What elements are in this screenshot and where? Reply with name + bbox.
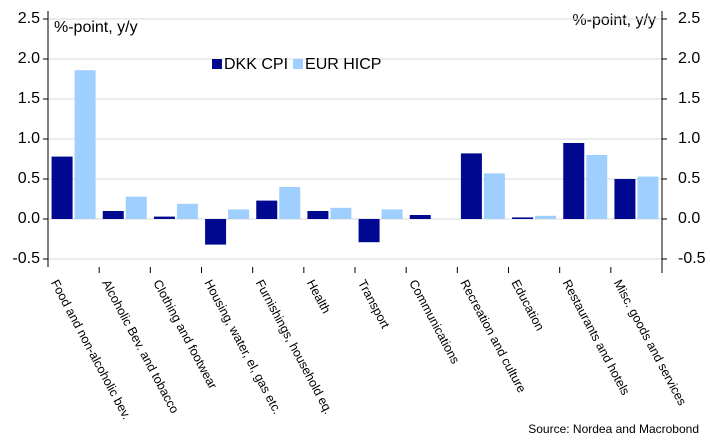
bar <box>358 219 380 243</box>
y-tick-label: 2.5 <box>18 10 40 27</box>
y2-tick-label: 2.0 <box>678 50 700 67</box>
bar <box>563 143 585 219</box>
y2-tick-label: 1.0 <box>678 130 700 147</box>
bar <box>279 187 301 219</box>
y-tick-label: 2.0 <box>18 50 40 67</box>
bar <box>125 196 147 219</box>
y2-tick-label: 0.0 <box>678 210 700 227</box>
y2-tick-label: 0.5 <box>678 170 700 187</box>
bar <box>74 70 96 219</box>
bar <box>51 156 73 219</box>
bar <box>228 209 250 219</box>
legend-swatch <box>212 59 222 69</box>
bar <box>409 215 431 219</box>
bar <box>153 216 175 219</box>
source-note: Source: Nordea and Macrobond <box>528 422 699 436</box>
bar <box>637 176 659 219</box>
bar <box>535 215 557 219</box>
legend-swatch <box>293 59 304 69</box>
bar <box>176 203 198 219</box>
y-tick-label: 1.5 <box>18 90 40 107</box>
bar <box>614 179 636 219</box>
bar <box>381 209 403 219</box>
bar <box>307 211 329 219</box>
y-tick-label: -0.5 <box>12 250 40 267</box>
bar <box>256 200 278 219</box>
x-tick-label: Communications <box>406 277 462 366</box>
bar <box>483 173 505 219</box>
x-tick-label: Transport <box>355 277 393 331</box>
y-tick-label: 0.0 <box>18 210 40 227</box>
bar <box>586 155 608 219</box>
bar <box>205 219 227 245</box>
legend-label: DKK CPI <box>224 56 288 73</box>
legend-label: EUR HICP <box>305 56 381 73</box>
y-tick-label: 1.0 <box>18 130 40 147</box>
x-tick-label: Health <box>304 277 333 316</box>
y2-tick-label: -0.5 <box>678 250 706 267</box>
bar <box>102 211 124 219</box>
x-tick-label: Education <box>509 277 547 333</box>
bar <box>512 217 534 219</box>
bar <box>460 153 482 219</box>
bar <box>330 207 352 219</box>
y2-tick-label: 1.5 <box>678 90 700 107</box>
y-tick-label: 0.5 <box>18 170 40 187</box>
y2-tick-label: 2.5 <box>678 10 700 27</box>
y-axis-label: %-point, y/y <box>54 19 138 36</box>
y2-axis-label: %-point, y/y <box>572 12 656 29</box>
